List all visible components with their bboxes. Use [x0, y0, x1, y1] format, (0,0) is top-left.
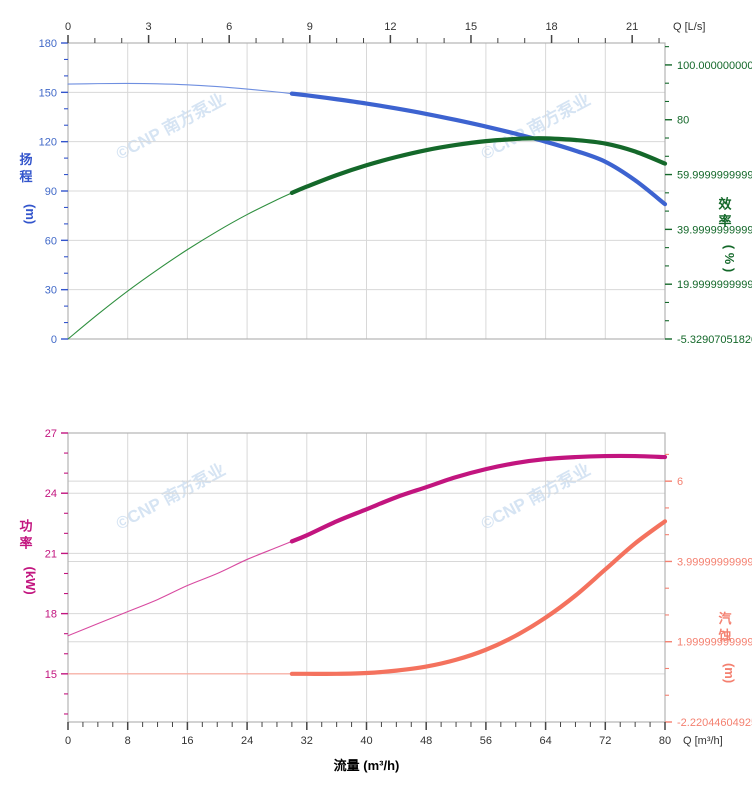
axis-tick-label-power-15: 15	[45, 669, 57, 681]
axis-tick-label-flow-top-18: 18	[545, 21, 557, 33]
svg-text:(kW): (kW)	[23, 567, 38, 595]
curve-efficiency-thick	[289, 136, 668, 196]
svg-text:©CNP 南方泵业: ©CNP 南方泵业	[477, 459, 593, 533]
axis-tick-label-flow-0: 0	[65, 735, 71, 747]
axis-title-head: 扬程 (m)	[19, 152, 38, 224]
axis-tick-label-npsh-6: 6	[677, 476, 683, 488]
axis-tick-label-head-90: 90	[45, 186, 57, 198]
svg-text:率: 率	[19, 536, 32, 551]
axis-tick-label-power-27: 27	[45, 428, 57, 440]
axis-tick-label-head-60: 60	[45, 235, 57, 247]
axis-title-npsh: 汽蚀 (m)	[717, 611, 737, 683]
axis-title-flow: 流量 (m³/h)	[334, 758, 400, 773]
axis-tick-label-power-18: 18	[45, 609, 57, 621]
axis-tick-label-head-120: 120	[39, 137, 57, 149]
axis-title-efficiency: 效率 ( % )	[718, 197, 737, 273]
axis-tick-label-efficiency-39.99999999999999: 39.99999999999999	[677, 224, 752, 236]
axis-tick-label-flow-top-15: 15	[465, 21, 477, 33]
axis-tick-label-efficiency--5.329070518200751e-15: -5.329070518200751e-15	[677, 334, 752, 346]
axis-tick-label-flow-40: 40	[360, 735, 372, 747]
svg-text:效: 效	[718, 197, 732, 212]
axis-tick-label-head-180: 180	[39, 38, 57, 50]
axis-tick-label-efficiency-19.999999999999996: 19.999999999999996	[677, 279, 752, 291]
axis-tick-label-flow-top-12: 12	[384, 21, 396, 33]
curve-power-thin	[67, 540, 293, 637]
axis-tick-label-power-21: 21	[45, 548, 57, 560]
axis-tick-label-efficiency-100.00000000000001: 100.00000000000001	[677, 60, 752, 72]
svg-text:©CNP 南方泵业: ©CNP 南方泵业	[112, 89, 228, 163]
svg-text:扬: 扬	[19, 152, 32, 167]
curve-head-thin	[67, 82, 293, 95]
watermark-0: ©CNP 南方泵业	[112, 89, 228, 163]
axis-unit-flow-bottom: Q [m³/h]	[683, 735, 723, 747]
axis-tick-label-flow-48: 48	[420, 735, 432, 747]
axis-tick-label-head-30: 30	[45, 285, 57, 297]
svg-text:功: 功	[19, 519, 32, 534]
svg-text:蚀: 蚀	[717, 628, 731, 643]
svg-text:程: 程	[19, 169, 32, 184]
svg-text:( % ): ( % )	[722, 245, 737, 272]
axis-tick-label-flow-72: 72	[599, 735, 611, 747]
axis-tick-label-flow-16: 16	[181, 735, 193, 747]
axis-title-power: 功率 (kW)	[19, 519, 38, 595]
axis-tick-label-flow-64: 64	[539, 735, 551, 747]
axis-tick-label-head-0: 0	[51, 334, 57, 346]
svg-text:(m): (m)	[722, 663, 737, 683]
curve-npsh-thick	[289, 519, 668, 676]
curve-power-thick	[289, 453, 668, 544]
axis-tick-label-efficiency-80: 80	[677, 115, 689, 127]
axis-tick-label-flow-top-6: 6	[226, 21, 232, 33]
axis-tick-label-flow-top-0: 0	[65, 21, 71, 33]
axis-tick-label-npsh-3.999999999999999: 3.999999999999999	[677, 556, 752, 568]
axis-tick-label-power-24: 24	[45, 488, 57, 500]
axis-tick-label-npsh-1.9999999999999996: 1.9999999999999996	[677, 637, 752, 649]
axis-tick-label-flow-24: 24	[241, 735, 253, 747]
curve-head-thick	[289, 91, 668, 207]
axis-unit-flow-top: Q [L/s]	[673, 21, 705, 33]
axis-tick-label-npsh--2.220446049250313e-16: -2.220446049250313e-16	[677, 717, 752, 729]
axis-tick-label-head-150: 150	[39, 87, 57, 99]
axis-tick-label-flow-56: 56	[480, 735, 492, 747]
watermark-3: ©CNP 南方泵业	[477, 459, 593, 533]
axis-tick-label-flow-top-21: 21	[626, 21, 638, 33]
axis-tick-label-efficiency-59.999999999999986: 59.999999999999986	[677, 170, 752, 182]
curve-efficiency-thin	[67, 192, 293, 340]
watermark-2: ©CNP 南方泵业	[112, 459, 228, 533]
axis-tick-label-flow-top-9: 9	[307, 21, 313, 33]
svg-text:率: 率	[718, 214, 731, 229]
svg-text:©CNP 南方泵业: ©CNP 南方泵业	[112, 459, 228, 533]
axis-tick-label-flow-32: 32	[301, 735, 313, 747]
axis-tick-label-flow-8: 8	[125, 735, 131, 747]
axis-tick-label-flow-80: 80	[659, 735, 671, 747]
svg-text:(m): (m)	[23, 204, 38, 224]
axis-tick-label-flow-top-3: 3	[146, 21, 152, 33]
svg-text:汽: 汽	[718, 611, 731, 626]
